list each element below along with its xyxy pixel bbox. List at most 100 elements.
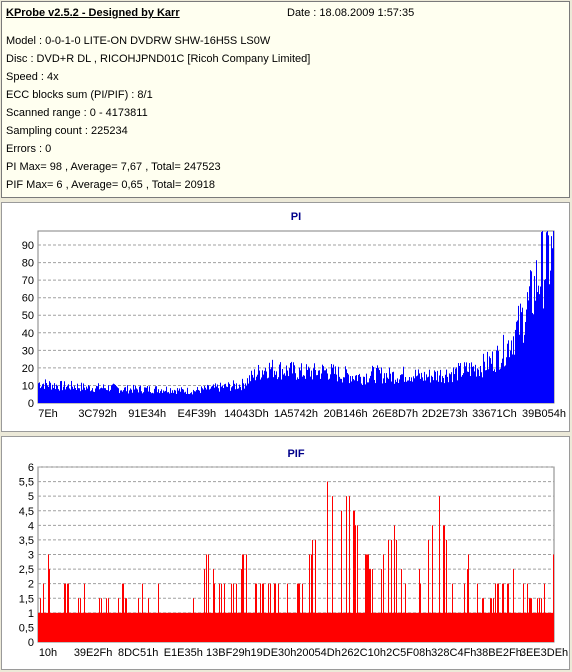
pi-bar [134, 389, 135, 403]
pif-bar [496, 612, 497, 642]
pif-bar [54, 612, 55, 642]
pif-bar [48, 554, 49, 642]
pi-bar [427, 377, 428, 403]
pif-bar [106, 598, 107, 642]
pi-bar [428, 376, 429, 403]
pi-bar [107, 390, 108, 403]
pif-bar [61, 612, 62, 642]
pif-bar [482, 598, 483, 642]
pif-bar [158, 583, 159, 642]
pi-bar [337, 381, 338, 403]
pi-x-tick-label: 3C792h [78, 408, 117, 420]
pif-bar [282, 612, 283, 642]
pif-bar [402, 612, 403, 642]
pif-bar [514, 612, 515, 642]
pif-bar [316, 612, 317, 642]
pi-bar [191, 392, 192, 403]
pif-bar [178, 612, 179, 642]
pif-bar [541, 598, 542, 642]
pif-bar [271, 612, 272, 642]
pi-bar [314, 363, 315, 403]
pi-bar [77, 383, 78, 403]
pi-bar [467, 371, 468, 403]
pi-bar [136, 388, 137, 403]
pif-bar [355, 525, 356, 642]
pif-bar [531, 598, 532, 642]
pi-bar [250, 381, 251, 403]
pi-bar [439, 375, 440, 403]
pif-bar [491, 598, 492, 642]
pi-bar [67, 385, 68, 403]
pi-y-tick-label: 90 [22, 240, 34, 252]
disc-line: Disc : DVD+R DL , RICOHJPND01C [Ricoh Co… [6, 53, 311, 65]
info-panel: KProbe v2.5.2 - Designed by Karr Date : … [1, 1, 570, 198]
pif-bar [517, 612, 518, 642]
pi-bar [62, 390, 63, 403]
pif-bar [379, 612, 380, 642]
pi-bar [72, 386, 73, 403]
pi-bar [379, 370, 380, 403]
pi-bar [368, 382, 369, 403]
pi-bar [258, 364, 259, 403]
pi-bar [413, 376, 414, 403]
pif-bar [230, 612, 231, 642]
pif-bar [180, 612, 181, 642]
pi-bar [335, 366, 336, 403]
pif-bar [173, 612, 174, 642]
pi-bar [338, 366, 339, 403]
pif-bar [291, 612, 292, 642]
pif-bar [548, 612, 549, 642]
pi-bar [59, 390, 60, 403]
pif-bar [483, 598, 484, 642]
pi-bar [246, 385, 247, 403]
pif-bar [97, 612, 98, 642]
pi-bar [332, 367, 333, 403]
pi-bar [277, 379, 278, 403]
pi-bar [492, 351, 493, 403]
pif-bar [231, 583, 232, 642]
pi-bar [152, 392, 153, 403]
pif-bar [274, 583, 275, 642]
pi-bar [208, 385, 209, 403]
range-line: Scanned range : 0 - 4173811 [6, 107, 148, 119]
pif-bar [477, 583, 478, 642]
pi-bar [318, 370, 319, 403]
pi-bar [481, 372, 482, 403]
pi-bar [417, 375, 418, 403]
pif-bar [481, 612, 482, 642]
pif-bar [287, 583, 288, 642]
pi-bar [313, 368, 314, 403]
pif-bar [426, 612, 427, 642]
pi-bar [389, 367, 390, 403]
pif-x-tick-label: E1E35h [164, 647, 203, 659]
pif-bar [276, 612, 277, 642]
pi-bar [207, 384, 208, 403]
pi-bar [497, 345, 498, 403]
pi-bar [283, 374, 284, 403]
pi-bar [375, 383, 376, 403]
pi-bar [202, 388, 203, 403]
pi-bar [320, 378, 321, 403]
pi-bar [58, 389, 59, 403]
pi-bar [387, 377, 388, 403]
pi-bar [171, 392, 172, 403]
pi-bar [340, 378, 341, 403]
pif-bar [130, 612, 131, 642]
pif-bar [451, 612, 452, 642]
pi-bar [70, 389, 71, 403]
pif-bar [113, 612, 114, 642]
pi-bar [411, 377, 412, 403]
pi-bar [326, 368, 327, 403]
pif-bar [196, 612, 197, 642]
pi-bar [43, 383, 44, 403]
pif-bar [108, 598, 109, 642]
pi-bar [330, 374, 331, 403]
model-line: Model : 0-0-1-0 LITE-ON DVDRW SHW-16H5S … [6, 35, 271, 47]
pi-bar [193, 389, 194, 403]
pi-bar [266, 371, 267, 403]
pi-bar [301, 363, 302, 403]
pif-bar [211, 612, 212, 642]
pif-bar [71, 612, 72, 642]
pi-bar [40, 388, 41, 403]
pi-bar [438, 381, 439, 403]
